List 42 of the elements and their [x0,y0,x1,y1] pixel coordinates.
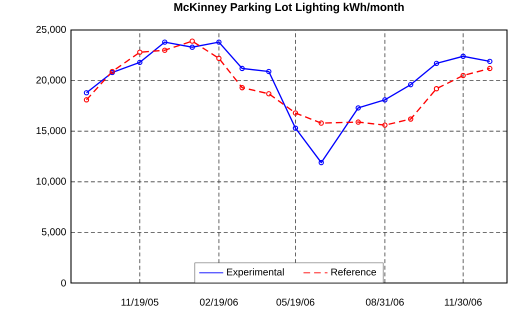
point [318,120,324,126]
y-tick-label: 20,000 [36,76,66,85]
x-tick-label: 05/19/06 [276,298,314,306]
x-tick-label: 11/19/05 [122,298,158,306]
y-tick-label: 10,000 [36,178,66,186]
point [434,86,440,92]
point [162,48,168,53]
point [216,39,222,45]
point [382,122,388,128]
x-tick-label: 08/31/06 [366,298,404,306]
point [460,72,466,78]
point [434,60,440,66]
point [162,39,168,45]
point [382,97,388,102]
point [239,85,245,90]
point [356,119,361,125]
y-tick-label: 25,000 [36,26,66,34]
legend-label: Reference [331,268,376,276]
point [216,56,222,62]
point [318,160,324,166]
point [84,97,90,102]
y-tick-label: 15,000 [36,127,66,136]
point [292,125,298,131]
point [266,91,272,96]
point [460,54,466,59]
point [190,44,195,50]
point [487,66,492,72]
y-tick-label: 5,000 [42,228,66,237]
x-tick-label: 11/30/06 [444,298,482,306]
point [292,110,298,116]
point [190,38,195,44]
point [408,82,414,88]
point [137,50,142,55]
point [239,66,245,72]
x-tick-label: 02/19/06 [200,298,238,306]
y-tick-label: 0 [61,279,66,287]
point [408,116,414,122]
point [356,105,361,111]
legend-label: Experimental [227,268,284,278]
chart-title: McKinney Parking Lot Lighting kWh/month [174,2,404,14]
point [137,60,142,66]
point [266,68,272,74]
